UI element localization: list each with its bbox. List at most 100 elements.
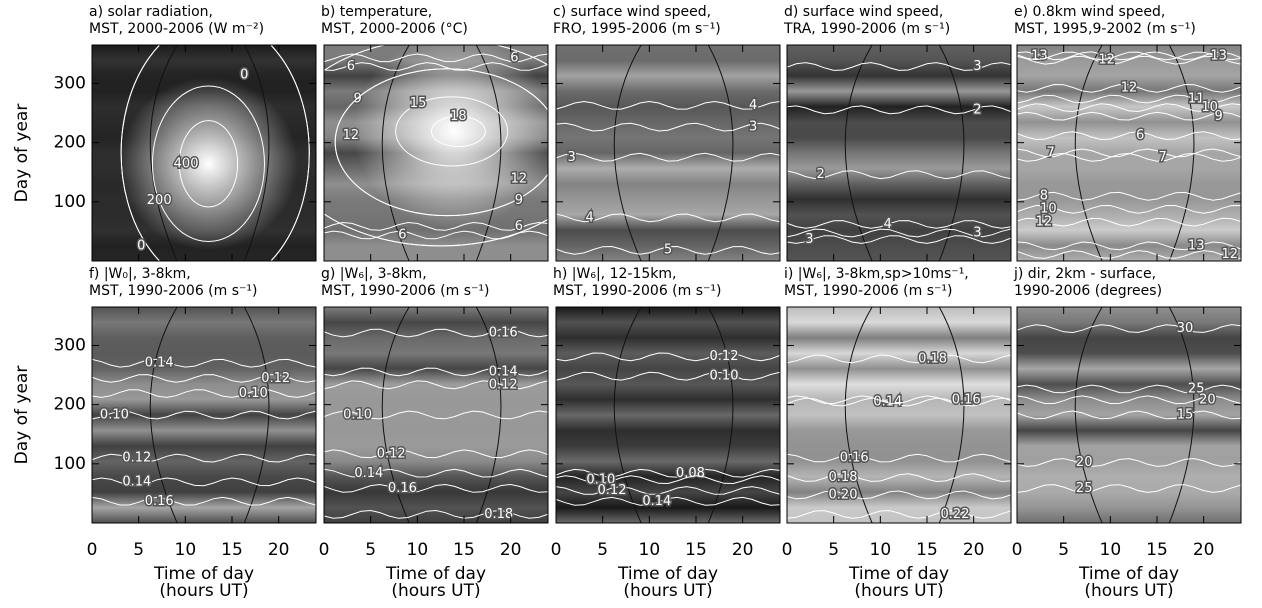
contour-label: 0.14 xyxy=(489,364,518,379)
x-tick-label: 5 xyxy=(133,540,144,560)
contour-label: 0.16 xyxy=(952,392,981,407)
contour-line xyxy=(787,62,1011,71)
contour-line xyxy=(324,53,548,63)
contour-line xyxy=(556,152,780,162)
panel-title: 1990-2006 (degrees) xyxy=(1014,283,1162,299)
x-tick-label: 10 xyxy=(639,540,661,560)
contour-line xyxy=(1017,51,1241,61)
contour-line xyxy=(787,235,1011,244)
contour-label: 0.12 xyxy=(377,446,406,461)
plot-frame xyxy=(555,306,781,524)
x-tick-label: 15 xyxy=(916,540,938,560)
sun-curve xyxy=(243,307,270,523)
x-tick-label: 0 xyxy=(319,540,330,560)
contour-line xyxy=(1017,217,1241,227)
x-tick-label: 15 xyxy=(453,540,475,560)
contour-label: 0.08 xyxy=(676,466,705,481)
x-tick-label: 0 xyxy=(782,540,793,560)
contour-label: 6 xyxy=(398,228,406,243)
contour-label: 30 xyxy=(1177,321,1194,336)
contour-line xyxy=(1017,484,1241,493)
contour-label: 0.18 xyxy=(829,470,858,485)
x-tick-label: 15 xyxy=(1146,540,1168,560)
x-tick-label: 0 xyxy=(551,540,562,560)
x-axis-label: (hours UT) xyxy=(1084,581,1173,601)
contour-line xyxy=(151,85,265,243)
contour-line xyxy=(787,105,1011,115)
sun-curve xyxy=(938,45,965,261)
contour-label: 0.18 xyxy=(918,351,947,366)
shade xyxy=(1017,307,1241,523)
contour-label: 0.14 xyxy=(122,474,151,489)
contour-label: 3 xyxy=(749,120,757,135)
contour-label: 10 xyxy=(1201,100,1218,115)
panel-title: i) |W₆|, 3-8km,sp>10ms⁻¹, xyxy=(784,266,969,282)
contour-line xyxy=(324,483,548,493)
contour-label: 7 xyxy=(1046,146,1054,161)
y-tick-label: 300 xyxy=(54,73,86,93)
contour-line xyxy=(1017,384,1241,394)
x-tick-label: 15 xyxy=(221,540,243,560)
x-tick-label: 10 xyxy=(175,540,197,560)
sun-curve xyxy=(1074,307,1103,523)
contour-label: 0.22 xyxy=(941,507,970,522)
contour-label: 8 xyxy=(1040,189,1048,204)
x-tick-label: 20 xyxy=(500,540,522,560)
contour-label: 12 xyxy=(1098,53,1115,68)
x-tick-label: 5 xyxy=(828,540,839,560)
contour-label: 9 xyxy=(353,92,361,107)
contour-line xyxy=(1017,191,1241,201)
plot-frame xyxy=(1016,306,1242,524)
contour-label: 0.12 xyxy=(122,451,151,466)
contour-line xyxy=(324,367,548,377)
plot-frame xyxy=(786,306,1012,524)
contour-label: 13 xyxy=(1188,238,1205,253)
panel-title: MST, 2000-2006 (W m⁻²) xyxy=(89,21,264,37)
plot-frame xyxy=(91,306,317,524)
contour-line xyxy=(1017,55,1241,65)
x-axis-label: (hours UT) xyxy=(623,581,712,601)
panel-title: TRA, 1990-2006 (m s⁻¹) xyxy=(783,21,950,37)
contour-line xyxy=(324,45,548,247)
sun-curve xyxy=(1074,45,1103,261)
panel-title: MST, 1990-2006 (m s⁻¹) xyxy=(784,283,953,299)
panel: 6 6 9 12 15 18 12 9 6 6 xyxy=(324,45,548,261)
panel-title: b) temperature, xyxy=(321,4,432,20)
contour-line xyxy=(178,120,239,208)
contour-label: 0.10 xyxy=(239,386,268,401)
contour-line xyxy=(92,358,316,368)
panel-title: MST, 1995,9-2002 (m s⁻¹) xyxy=(1014,21,1196,37)
contour-line xyxy=(92,453,316,463)
contour-label: 6 xyxy=(515,219,523,234)
x-axis-label: (hours UT) xyxy=(159,581,248,601)
shade xyxy=(556,307,780,523)
contour-line xyxy=(395,96,509,167)
sun-curve xyxy=(381,307,410,523)
x-axis-label: Time of day xyxy=(1078,564,1179,584)
panel-title: MST, 1990-2006 (m s⁻¹) xyxy=(89,283,258,299)
contour-label: 3 xyxy=(973,225,981,240)
sun-curve xyxy=(1168,307,1195,523)
contour-label: 0.14 xyxy=(145,356,174,371)
contour-line xyxy=(1017,152,1241,162)
sun-curve xyxy=(844,45,873,261)
panel: 4 3 3 4 5 xyxy=(556,45,780,261)
sun-curve xyxy=(613,45,642,261)
contour-label: 15 xyxy=(1177,408,1194,423)
contour-line xyxy=(787,397,1011,407)
contour-label: 4 xyxy=(884,217,892,232)
plot-frame xyxy=(323,306,549,524)
sun-curve xyxy=(149,45,178,261)
x-axis-label: Time of day xyxy=(153,564,254,584)
contour-line xyxy=(92,374,316,383)
y-tick-label: 200 xyxy=(54,133,86,153)
contour-line xyxy=(787,228,1011,238)
contour-label: 20 xyxy=(1076,455,1093,470)
contour-line xyxy=(787,354,1011,364)
contour-line xyxy=(324,62,548,71)
contour-line xyxy=(787,395,1011,405)
contour-label: 9 xyxy=(1214,109,1222,124)
shade xyxy=(92,45,316,261)
contour-label: 0.16 xyxy=(840,451,869,466)
x-tick-label: 10 xyxy=(407,540,429,560)
